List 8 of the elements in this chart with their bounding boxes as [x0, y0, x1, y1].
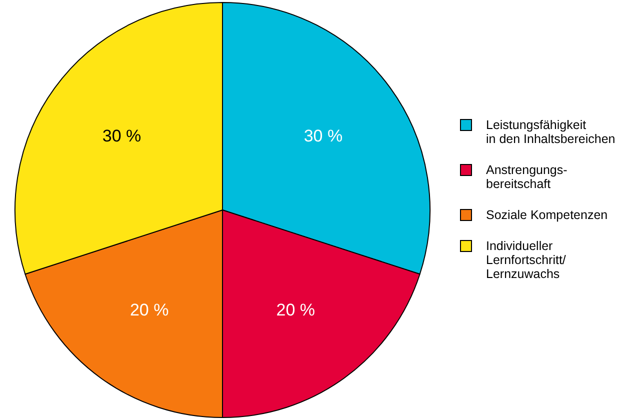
data-label: 20 % [276, 300, 316, 320]
data-label: 20 % [130, 300, 169, 320]
legend-label: Anstrengungs- bereitschaft [486, 163, 568, 191]
legend-label: Individueller Lernfortschritt/ Lernzuwachs [486, 239, 566, 281]
data-label: 30 % [304, 126, 343, 146]
legend-label: Soziale Kompetenzen [486, 208, 608, 222]
legend-label: Leistungsfähigkeit in den Inhaltsbereichen [486, 118, 616, 146]
data-label: 30 % [102, 126, 142, 146]
